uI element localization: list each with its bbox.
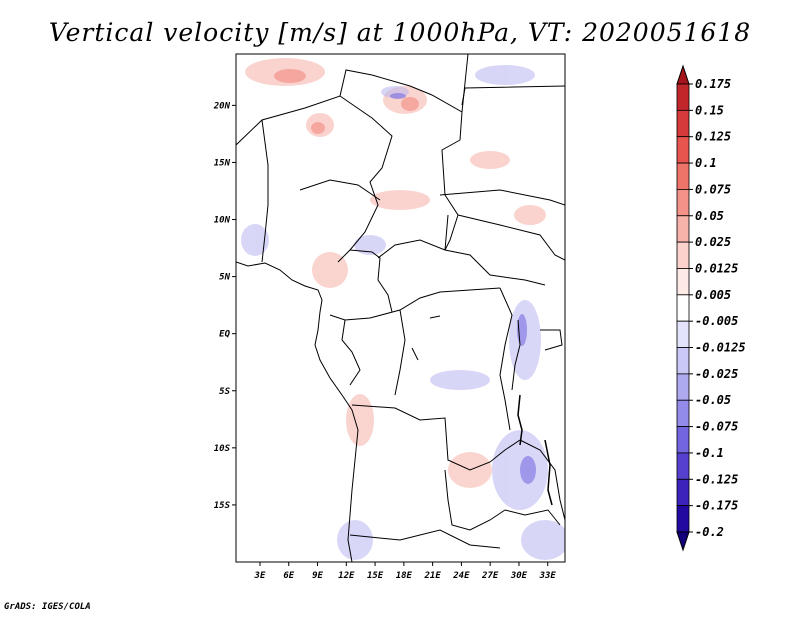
colorbar-label: 0.075 bbox=[695, 182, 731, 196]
lon-tick-label: 33E bbox=[539, 571, 557, 581]
lat-tick-label: 15S bbox=[214, 501, 231, 511]
lat-tick-label: 10S bbox=[214, 444, 231, 454]
colorbar-label: 0.005 bbox=[695, 288, 731, 302]
colorbar-label: 0.15 bbox=[695, 103, 724, 117]
colorbar-label: 0.05 bbox=[695, 209, 724, 223]
lon-tick-label: 15E bbox=[367, 571, 384, 581]
lon-tick-label: 21E bbox=[423, 571, 441, 581]
colorbar-swatch bbox=[676, 452, 690, 480]
colorbar-swatch bbox=[676, 294, 690, 322]
lon-tick-label: 30E bbox=[510, 571, 528, 581]
plot-frame bbox=[235, 53, 566, 563]
colorbar-swatch bbox=[676, 347, 690, 375]
lon-tick-label: 18E bbox=[396, 571, 413, 581]
lon-tick-label: 24E bbox=[452, 571, 470, 581]
colorbar-swatch bbox=[676, 478, 690, 507]
colorbar-swatch bbox=[676, 268, 690, 296]
colorbar-swatch bbox=[676, 136, 690, 164]
colorbar-top-arrow bbox=[676, 64, 690, 85]
colorbar-swatch bbox=[676, 215, 690, 243]
colorbar-label: 0.1 bbox=[695, 156, 717, 170]
colorbar-label: -0.175 bbox=[695, 499, 738, 513]
colorbar-swatch bbox=[676, 109, 690, 138]
lat-tick-label: 5N bbox=[219, 273, 230, 283]
lon-tick-label: 3E bbox=[254, 571, 266, 581]
map-title: Vertical velocity [m/s] at 1000hPa, VT: … bbox=[48, 18, 752, 47]
latitude-axis: 20N 15N 10N 5N EQ 5S 10S 15S bbox=[213, 101, 236, 511]
colorbar-label: -0.005 bbox=[695, 314, 738, 328]
colorbar-label: -0.05 bbox=[695, 393, 731, 407]
colorbar-swatch bbox=[676, 83, 690, 111]
lat-tick-label: 20N bbox=[213, 101, 231, 111]
colorbar-swatch bbox=[676, 241, 690, 269]
colorbar-label: 0.025 bbox=[695, 235, 731, 249]
lon-tick-label: 9E bbox=[312, 571, 323, 581]
colorbar-swatch bbox=[676, 505, 690, 533]
colorbar-label: -0.125 bbox=[695, 472, 738, 486]
country-borders bbox=[236, 54, 565, 562]
colorbar-label: 0.125 bbox=[695, 130, 731, 144]
lat-tick-label: 10N bbox=[214, 216, 231, 226]
lat-tick-label: EQ bbox=[219, 330, 230, 340]
colorbar-label: -0.075 bbox=[695, 420, 738, 434]
colorbar-label: -0.025 bbox=[695, 367, 738, 381]
colorbar-swatch bbox=[676, 189, 690, 217]
colorbar-swatch bbox=[676, 373, 690, 401]
lon-tick-label: 12E bbox=[338, 571, 355, 581]
grads-credit: GrADS: IGES/COLA bbox=[4, 602, 91, 612]
lon-tick-label: 6E bbox=[283, 571, 294, 581]
colorbar-label: -0.2 bbox=[695, 525, 724, 539]
colorbar-label: -0.0125 bbox=[695, 341, 746, 355]
colorbar-swatch bbox=[676, 320, 690, 348]
colorbar-swatch bbox=[676, 426, 690, 454]
colorbar-swatch bbox=[676, 399, 690, 427]
lon-tick-label: 27E bbox=[481, 571, 499, 581]
colorbar-swatch bbox=[676, 162, 690, 190]
colorbar-label: 0.0125 bbox=[695, 261, 738, 275]
colorbar-label: -0.1 bbox=[695, 446, 724, 460]
colorbar: 0.175 0.15 0.125 0.1 0.075 0.05 0.025 0.0125 0.0… bbox=[676, 64, 746, 552]
lat-tick-label: 5S bbox=[219, 387, 230, 397]
lat-tick-label: 15N bbox=[214, 158, 231, 168]
colorbar-label: 0.175 bbox=[695, 77, 731, 91]
colorbar-bottom-arrow bbox=[676, 531, 690, 552]
longitude-axis: 3E 6E 9E 12E 15E 18E 21E 24E 27E 30E 33E bbox=[254, 562, 557, 581]
